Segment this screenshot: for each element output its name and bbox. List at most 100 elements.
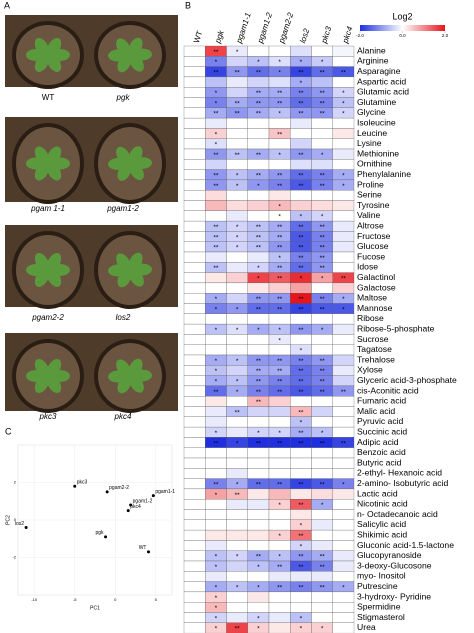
significance: ** <box>277 440 283 447</box>
heatmap-cell <box>205 447 227 459</box>
significance: ** <box>298 183 304 190</box>
leaf <box>34 253 50 272</box>
heatmap-cell <box>311 416 333 428</box>
heatmap-cell <box>268 571 291 582</box>
row-label: Mannose <box>357 303 393 313</box>
heatmap-cell <box>183 262 206 273</box>
significance: * <box>215 327 218 334</box>
heatmap-cell <box>290 602 312 613</box>
heatmap-cell <box>311 468 333 479</box>
heatmap-cell <box>183 45 206 57</box>
significance: ** <box>256 358 262 365</box>
heatmap-cell <box>311 529 333 541</box>
heatmap-cell <box>268 612 291 623</box>
column-header: WT <box>192 30 204 45</box>
row-label: Alanine <box>357 45 386 55</box>
heatmap-cell <box>311 282 333 294</box>
y-axis-title: PC2 <box>5 515 11 525</box>
row-label: Asparagine <box>357 66 401 76</box>
significance: ** <box>213 389 219 396</box>
heatmap-cell <box>311 612 333 623</box>
significance: * <box>278 337 281 344</box>
photo-label: pgam 1-1 <box>30 204 65 213</box>
heatmap-cell <box>226 426 248 438</box>
row-label: Urea <box>357 622 376 632</box>
heatmap-cell <box>247 128 270 139</box>
heatmap-cell <box>332 457 355 469</box>
heatmap-cell <box>332 540 355 551</box>
significance: ** <box>235 409 241 416</box>
significance: ** <box>213 234 219 241</box>
heatmap-cell <box>226 591 248 603</box>
significance: ** <box>341 389 347 396</box>
heatmap-cell <box>226 159 248 170</box>
significance: ** <box>298 358 304 365</box>
leaf <box>46 374 62 393</box>
heatmap-cell <box>332 344 355 356</box>
significance: ** <box>256 554 262 561</box>
heatmap-cell <box>226 282 248 294</box>
significance: * <box>278 59 281 66</box>
heatmap-cell <box>332 56 355 67</box>
significance: * <box>236 584 239 591</box>
column-header: pkc4 <box>340 25 354 45</box>
significance: ** <box>320 440 326 447</box>
photo-label: pgam1-2 <box>106 204 139 213</box>
heatmap-cell <box>226 313 248 325</box>
heatmap-cell <box>183 375 206 387</box>
point <box>151 494 155 498</box>
row-label: cis-Aconitic acid <box>357 385 419 395</box>
significance: ** <box>277 564 283 571</box>
heatmap-cell <box>332 117 355 129</box>
significance: * <box>278 430 281 437</box>
significance: ** <box>235 69 241 76</box>
heatmap-cell <box>332 210 355 222</box>
heatmap-cell <box>332 406 355 417</box>
photo-label: pkc3 <box>39 412 57 421</box>
heatmap-cell <box>268 488 291 500</box>
heatmap-cell <box>332 159 355 170</box>
row-label: Proline <box>357 179 384 189</box>
row-label: Aspartic acid <box>357 76 406 86</box>
row-label: Tagatose <box>357 344 392 354</box>
row-label: Phenylalanine <box>357 169 411 179</box>
row-label: Glucose <box>357 241 389 251</box>
significance: * <box>215 368 218 375</box>
heatmap-cell <box>311 190 333 201</box>
heatmap-cell <box>290 128 312 139</box>
significance: ** <box>213 224 219 231</box>
leaf <box>116 253 131 272</box>
row-label: Pyruvic acid <box>357 416 404 426</box>
heatmap-cell <box>247 540 270 551</box>
significance: ** <box>298 100 304 107</box>
heatmap-cell <box>268 622 291 633</box>
significance: * <box>257 626 260 633</box>
significance: * <box>215 492 218 499</box>
heatmap-cell <box>183 406 206 417</box>
heatmap-cell <box>268 159 291 170</box>
heatmap-cell <box>183 76 206 88</box>
point <box>24 526 28 529</box>
significance: ** <box>320 224 326 231</box>
heatmap-cell <box>205 117 227 129</box>
significance: ** <box>277 245 283 252</box>
heatmap-cell <box>290 457 312 469</box>
heatmap-cell <box>268 457 291 469</box>
heatmap-cell <box>311 117 333 129</box>
significance: * <box>300 543 303 550</box>
heatmap-cell <box>268 406 291 417</box>
row-label: Xylose <box>357 365 383 375</box>
heatmap-cell <box>183 365 206 376</box>
significance: ** <box>298 554 304 561</box>
heatmap-cell <box>205 468 227 479</box>
heatmap-cell <box>247 416 270 428</box>
column-header: los2 <box>298 27 311 44</box>
heatmap-cell <box>183 622 206 633</box>
row-label: Benzoic acid <box>357 447 406 457</box>
row-label: Glutamic acid <box>357 87 409 97</box>
heatmap-cell <box>226 76 248 88</box>
heatmap-cell <box>247 447 270 459</box>
y-tick-label: 2 <box>14 480 17 485</box>
heatmap-cell <box>311 396 333 407</box>
heatmap-cell <box>332 447 355 459</box>
